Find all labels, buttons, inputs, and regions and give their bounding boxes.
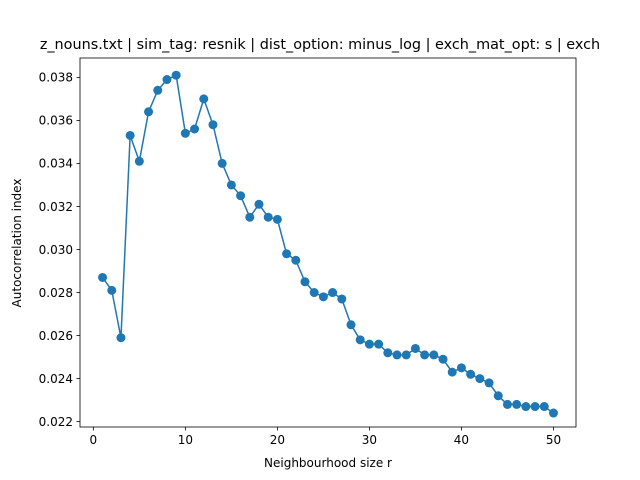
- x-tick-label: 30: [362, 433, 377, 447]
- data-point: [171, 70, 181, 80]
- y-tick-label: 0.026: [39, 329, 73, 343]
- data-point: [144, 107, 154, 117]
- y-tick-label: 0.034: [39, 157, 73, 171]
- data-point: [438, 354, 448, 364]
- data-point: [199, 94, 209, 104]
- data-point: [502, 399, 512, 409]
- data-point: [318, 292, 328, 302]
- x-tick-label: 20: [270, 433, 285, 447]
- chart-title: z_nouns.txt | sim_tag: resnik | dist_opt…: [40, 37, 600, 53]
- data-point: [548, 408, 558, 418]
- data-point: [493, 391, 503, 401]
- y-tick-label: 0.022: [39, 415, 73, 429]
- data-point: [410, 343, 420, 353]
- y-tick-label: 0.024: [39, 372, 73, 386]
- y-tick-label: 0.028: [39, 286, 73, 300]
- data-point: [374, 339, 384, 349]
- data-point: [521, 402, 531, 412]
- data-point: [475, 374, 485, 384]
- data-point: [226, 180, 236, 190]
- data-point: [291, 255, 301, 265]
- data-point: [162, 75, 172, 85]
- data-point: [153, 85, 163, 95]
- data-point: [392, 350, 402, 360]
- x-tick-label: 40: [454, 433, 469, 447]
- data-point: [125, 130, 135, 140]
- data-point: [254, 199, 264, 209]
- x-tick-label: 0: [90, 433, 98, 447]
- data-point: [466, 369, 476, 379]
- data-point: [484, 378, 494, 388]
- data-point: [429, 350, 439, 360]
- data-point: [512, 399, 522, 409]
- data-point: [98, 272, 108, 282]
- data-point: [208, 120, 218, 130]
- data-point: [190, 124, 200, 134]
- data-point: [180, 128, 190, 138]
- y-tick-label: 0.038: [39, 71, 73, 85]
- data-point: [282, 249, 292, 259]
- data-point: [337, 294, 347, 304]
- y-tick-label: 0.036: [39, 114, 73, 128]
- data-point: [134, 156, 144, 166]
- data-point: [236, 191, 246, 201]
- data-point: [530, 402, 540, 412]
- data-point: [456, 363, 466, 373]
- data-point: [217, 158, 227, 168]
- plot-frame: [79, 57, 577, 428]
- data-point: [420, 350, 430, 360]
- plot-area: 0 10 20 30 40 50 0.022 0.024 0.026 0.028 0.030 0.03…: [39, 57, 577, 447]
- y-axis-label: Autocorrelation index: [10, 179, 24, 308]
- data-point: [245, 212, 255, 222]
- data-point: [328, 288, 338, 298]
- x-tick-label: 10: [178, 433, 193, 447]
- data-point: [300, 277, 310, 287]
- data-point: [116, 333, 126, 343]
- data-point: [539, 402, 549, 412]
- y-tick-label: 0.032: [39, 200, 73, 214]
- data-point: [263, 212, 273, 222]
- data-point: [309, 288, 319, 298]
- x-tick-label: 50: [546, 433, 561, 447]
- data-point: [107, 285, 117, 295]
- x-axis-label: Neighbourhood size r: [264, 456, 392, 470]
- data-point: [272, 214, 282, 224]
- data-point: [355, 335, 365, 345]
- data-point: [447, 367, 457, 377]
- data-point: [346, 320, 356, 330]
- data-point: [401, 350, 411, 360]
- y-tick-label: 0.030: [39, 243, 73, 257]
- data-point: [383, 348, 393, 358]
- data-point: [364, 339, 374, 349]
